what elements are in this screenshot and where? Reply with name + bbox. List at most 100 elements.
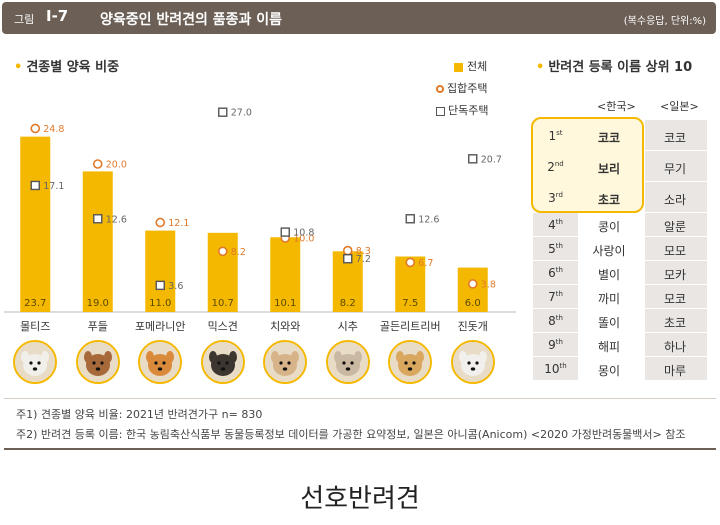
bullet-icon: •	[536, 60, 545, 75]
rank-num: 9	[548, 338, 556, 352]
rank-suffix: rd	[555, 191, 563, 199]
rank-num: 1	[548, 129, 557, 143]
rank-suffix: th	[555, 218, 563, 226]
rank-number: 3rd	[533, 191, 578, 205]
rank-row: 5th 사랑이 모모	[533, 237, 707, 260]
rank-row: 6th 별이 모카	[533, 261, 707, 284]
category-label: 포메라니안	[135, 320, 186, 333]
rank-number: 2nd	[533, 160, 578, 174]
korea-cell-bg	[580, 357, 642, 380]
korea-name: 초코	[597, 193, 621, 207]
footnote-2: 주2) 반려견 등록 이름: 한국 농림축산식품부 동물등록정보 데이터를 가공…	[16, 428, 686, 441]
apartment-point	[467, 279, 478, 289]
house-point	[405, 214, 415, 224]
rank-row: 3rd 초코 소라	[533, 182, 707, 212]
house-point	[280, 227, 290, 237]
rank-number: 4th	[533, 218, 578, 232]
japan-name: 알룬	[663, 220, 687, 234]
golden-retriever-icon	[388, 340, 433, 384]
rank-suffix: th	[555, 290, 563, 298]
rank-cell-bg	[533, 213, 578, 236]
apartment-value-label: 12.1	[168, 218, 189, 229]
house-value-label: 12.6	[106, 214, 127, 225]
apartment-value-label: 8.2	[231, 247, 246, 258]
rank-row: 7th 까미 모코	[533, 285, 707, 308]
rank-num: 4	[548, 218, 556, 232]
apartment-value-label: 8.3	[356, 246, 371, 257]
house-value-label: 3.6	[168, 281, 183, 292]
rank-num: 8	[548, 314, 556, 328]
rank-suffix: th	[555, 242, 563, 250]
house-value-label: 7.2	[356, 254, 371, 265]
legend-apartment: 집합주택	[436, 80, 487, 96]
pomeranian-icon	[138, 340, 183, 384]
rank-number: 9th	[533, 338, 578, 352]
japan-name: 소라	[663, 193, 687, 207]
jindo-icon	[450, 340, 495, 384]
apartment-value-label: 20.0	[106, 160, 127, 171]
bar-all	[270, 237, 301, 312]
rank-cell-bg	[533, 285, 578, 308]
house-value-label: 27.0	[231, 108, 252, 119]
bar-all	[82, 171, 113, 312]
bar-value-label: 10.7	[212, 298, 234, 309]
rank-row: 10th 몽이 마루	[533, 357, 707, 380]
rank-number: 10th	[533, 362, 578, 376]
bar-value-label: 11.0	[149, 298, 171, 309]
apartment-point	[405, 257, 416, 268]
bullet-icon: •	[14, 60, 23, 75]
japan-cell-bg	[645, 213, 707, 236]
top3-highlight	[531, 117, 644, 213]
bar-all	[20, 136, 51, 312]
figure-header: 그림 Ⅰ-7 양육중인 반려견의 품종과 이름 (복수응답, 단위:%)	[2, 2, 716, 34]
japan-cell-bg	[645, 309, 707, 332]
apartment-value-label: 3.8	[481, 279, 496, 290]
rank-num: 7	[548, 290, 556, 304]
rank-row: 9th 해피 하나	[533, 333, 707, 356]
house-point	[218, 107, 228, 117]
legend-square-icon	[436, 106, 445, 116]
category-label: 푸들	[88, 320, 108, 333]
japan-name: 마루	[663, 364, 687, 378]
apartment-value-label: 24.8	[43, 124, 64, 135]
korea-name: 해피	[597, 340, 621, 354]
korea-cell-bg	[580, 285, 642, 308]
rank-number: 8th	[533, 314, 578, 328]
rank-number: 6th	[533, 266, 578, 280]
apartment-value-label: 6.7	[418, 258, 433, 269]
bar-all	[145, 230, 176, 312]
rank-row: 4th 콩이 알룬	[533, 213, 707, 236]
column-header-korea: <한국>	[597, 100, 636, 113]
house-point	[468, 154, 478, 164]
rank-cell-bg	[533, 333, 578, 356]
rank-row: 1st 코코 코코	[533, 120, 707, 150]
figure-label: 그림	[14, 13, 35, 26]
rank-cell-bg	[533, 309, 578, 332]
bar-value-label: 19.0	[87, 298, 109, 309]
rank-cell-bg	[533, 237, 578, 260]
house-point	[93, 214, 103, 224]
column-header-japan: <일본>	[660, 100, 699, 113]
korea-name: 까미	[597, 292, 621, 306]
legend-circle-icon	[436, 85, 444, 93]
rank-suffix: st	[556, 129, 563, 137]
japan-cell-bg	[645, 237, 707, 260]
japan-name: 무기	[663, 162, 687, 176]
korea-name: 보리	[597, 162, 621, 176]
japan-cell-bg	[645, 261, 707, 284]
japan-cell-bg	[645, 120, 707, 150]
house-value-label: 17.1	[43, 181, 64, 192]
rank-cell-bg	[533, 261, 578, 284]
korea-name: 몽이	[597, 364, 621, 378]
japan-name: 코코	[663, 131, 687, 145]
rank-num: 5	[548, 242, 556, 256]
rank-row: 8th 똘이 초코	[533, 309, 707, 332]
house-point	[30, 180, 40, 191]
japan-name: 모모	[663, 244, 687, 258]
korea-name: 별이	[597, 268, 621, 282]
figure-number: Ⅰ-7	[46, 7, 69, 25]
rank-number: 7th	[533, 290, 578, 304]
korea-name: 사랑이	[592, 244, 626, 258]
category-label: 골든리트리버	[380, 320, 441, 333]
korea-name: 똘이	[597, 316, 621, 330]
